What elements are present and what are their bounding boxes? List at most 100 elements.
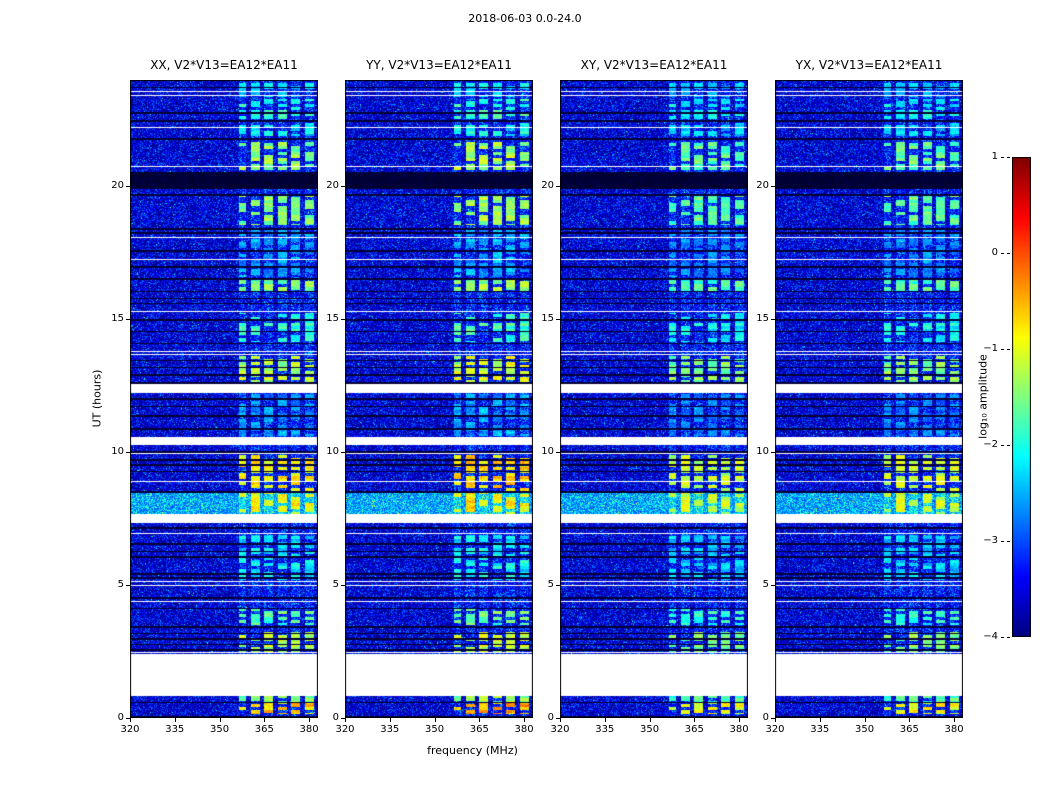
x-tick-label: 365 (469, 724, 489, 735)
y-tick-mark (771, 319, 775, 321)
x-tick-label: 350 (424, 724, 445, 735)
y-tick-mark (341, 452, 345, 454)
x-tick-label: 380 (299, 724, 319, 735)
x-tick-label: 380 (514, 724, 534, 735)
x-tick-mark (864, 718, 866, 722)
x-tick-label: 365 (899, 724, 919, 735)
x-tick-label: 350 (209, 724, 230, 735)
y-tick-mark (771, 585, 775, 587)
x-tick-mark (819, 718, 821, 722)
y-tick-mark (771, 452, 775, 454)
y-tick-mark (126, 319, 130, 321)
y-tick-label: 5 (547, 579, 554, 591)
y-tick-label: 5 (117, 579, 124, 591)
x-tick-mark (345, 718, 346, 722)
x-tick-mark (219, 718, 221, 722)
x-tick-label: 350 (854, 724, 875, 735)
panel-title-xy: XY, V2*V13=EA12*EA11 (580, 58, 728, 72)
y-tick-mark (556, 319, 560, 321)
panel-xx: XX, V2*V13=EA12*EA11 (130, 58, 318, 718)
x-tick-mark (309, 718, 311, 722)
x-tick-label: 380 (729, 724, 749, 735)
y-tick-label: 15 (326, 313, 339, 325)
y-tick-label: 20 (756, 180, 769, 192)
x-tick-label: 350 (639, 724, 660, 735)
figure-title: 2018-06-03 0.0-24.0 (468, 12, 582, 25)
x-tick-mark (130, 718, 131, 722)
x-tick-label: 380 (944, 724, 964, 735)
y-tick-mark (341, 319, 345, 321)
y-tick-mark (126, 186, 130, 188)
x-tick-label: 335 (165, 724, 185, 735)
y-tick-mark (556, 585, 560, 587)
colorbar-tick-label: 0 (991, 247, 998, 258)
spectrogram-yx (775, 80, 963, 718)
y-tick-label: 15 (756, 313, 769, 325)
x-tick-mark (174, 718, 176, 722)
y-tick-label: 20 (541, 180, 554, 192)
x-tick-mark (604, 718, 606, 722)
y-tick-mark (341, 718, 345, 719)
y-tick-mark (341, 186, 345, 188)
colorbar (1012, 157, 1031, 637)
y-tick-label: 20 (111, 180, 124, 192)
colorbar-tick-label: −2 (983, 439, 998, 450)
y-axis-label: UT (hours) (90, 369, 104, 428)
x-tick-mark (434, 718, 436, 722)
colorbar-tick-mark (1001, 637, 1010, 638)
y-tick-mark (556, 718, 560, 719)
colorbar-tick-mark (1001, 541, 1010, 542)
y-tick-mark (771, 718, 775, 719)
y-tick-label: 10 (111, 446, 124, 458)
y-tick-mark (556, 186, 560, 188)
colorbar-tick-label: −4 (983, 631, 998, 642)
x-tick-mark (479, 718, 481, 722)
x-tick-mark (954, 718, 956, 722)
x-tick-mark (524, 718, 526, 722)
y-tick-label: 10 (756, 446, 769, 458)
y-tick-label: 0 (332, 712, 339, 723)
colorbar-tick-label: −1 (983, 343, 998, 354)
y-tick-label: 15 (541, 313, 554, 325)
x-tick-mark (264, 718, 266, 722)
spectrogram-xy (560, 80, 748, 718)
y-tick-mark (126, 452, 130, 454)
colorbar-tick-label: 1 (991, 151, 998, 162)
x-tick-mark (739, 718, 741, 722)
x-tick-mark (909, 718, 911, 722)
x-tick-label: 335 (595, 724, 615, 735)
panel-xy: XY, V2*V13=EA12*EA11 (560, 58, 748, 718)
x-tick-label: 335 (810, 724, 830, 735)
y-tick-mark (126, 718, 130, 719)
x-tick-label: 320 (550, 724, 570, 735)
panel-title-yx: YX, V2*V13=EA12*EA11 (795, 58, 943, 72)
y-tick-mark (341, 585, 345, 587)
colorbar-tick-mark (1001, 349, 1010, 350)
panel-title-yy: YY, V2*V13=EA12*EA11 (366, 58, 512, 72)
x-tick-label: 365 (684, 724, 704, 735)
colorbar-gradient (1012, 157, 1031, 637)
y-tick-label: 5 (762, 579, 769, 591)
x-tick-mark (694, 718, 696, 722)
panel-yx: YX, V2*V13=EA12*EA11 (775, 58, 963, 718)
y-tick-label: 0 (762, 712, 769, 723)
colorbar-tick-mark (1001, 157, 1010, 158)
panel-title-xx: XX, V2*V13=EA12*EA11 (150, 58, 298, 72)
x-tick-label: 320 (120, 724, 140, 735)
y-tick-mark (771, 186, 775, 188)
x-tick-mark (389, 718, 391, 722)
y-tick-label: 20 (326, 180, 339, 192)
x-axis-label: frequency (MHz) (427, 744, 518, 757)
x-tick-mark (649, 718, 651, 722)
colorbar-tick-mark (1001, 445, 1010, 446)
y-tick-label: 0 (547, 712, 554, 723)
y-tick-label: 5 (332, 579, 339, 591)
y-tick-label: 15 (111, 313, 124, 325)
y-tick-label: 10 (541, 446, 554, 458)
x-tick-mark (560, 718, 561, 722)
y-tick-mark (126, 585, 130, 587)
x-tick-label: 320 (335, 724, 355, 735)
x-tick-mark (775, 718, 776, 722)
colorbar-tick-mark (1001, 253, 1010, 254)
